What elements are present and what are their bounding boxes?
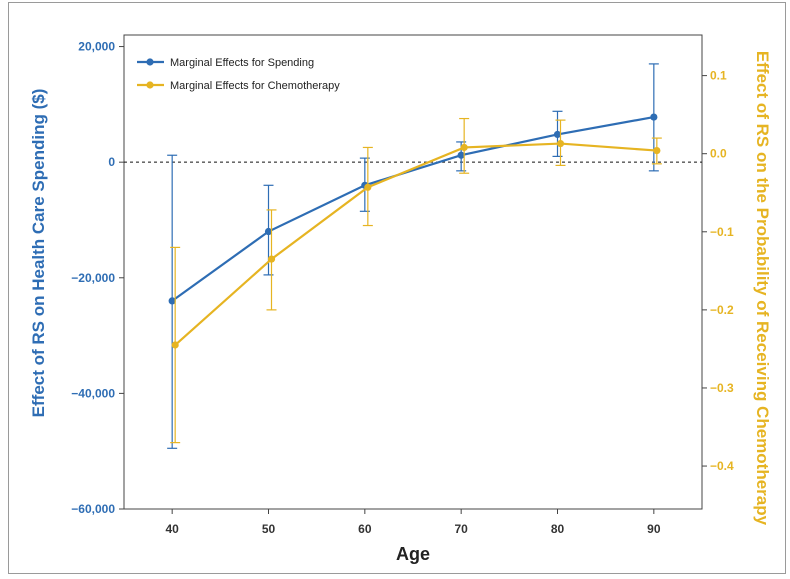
x-tick-label: 60 — [358, 522, 372, 536]
x-axis-title: Age — [396, 544, 430, 564]
data-point — [653, 146, 661, 155]
y-left-tick-label: −20,000 — [71, 271, 115, 285]
y-axis-left-title: Effect of RS on Health Care Spending ($) — [29, 89, 48, 418]
x-tick-label: 50 — [262, 522, 276, 536]
data-point — [168, 297, 176, 305]
right-y-axis: 0.1 0.0 −0.1 −0.2 −0.3 −0.4 — [702, 69, 734, 473]
y-left-tick-label: −60,000 — [71, 502, 115, 516]
data-point — [650, 113, 658, 121]
plot-border — [123, 34, 703, 510]
y-left-tick-label: 0 — [108, 155, 115, 169]
data-point — [264, 227, 273, 236]
left-y-axis: 20,000 0 −20,000 −40,000 −60,000 — [71, 40, 124, 516]
series-line — [174, 142, 657, 346]
y-right-tick-label: 0.1 — [710, 69, 727, 83]
series-chemotherapy — [170, 117, 662, 444]
legend: Marginal Effects for Spending Marginal Ef… — [137, 57, 340, 92]
series-layer — [167, 63, 662, 449]
y-axis-right-title: Effect of RS on the Probability of Recei… — [753, 51, 772, 526]
y-right-tick-label: −0.2 — [710, 303, 734, 317]
legend-swatch-marker — [146, 81, 154, 89]
data-point — [553, 130, 562, 139]
x-tick-label: 80 — [551, 522, 565, 536]
y-right-tick-label: −0.1 — [710, 225, 734, 239]
y-right-tick-label: −0.3 — [710, 381, 734, 395]
data-point — [460, 143, 468, 152]
x-axis: 40 50 60 70 80 90 — [165, 509, 661, 536]
y-right-tick-label: 0.0 — [710, 147, 727, 161]
legend-label: Marginal Effects for Spending — [170, 57, 314, 69]
data-point — [364, 183, 372, 191]
x-tick-label: 70 — [454, 522, 468, 536]
plot-area — [123, 34, 703, 510]
x-tick-label: 90 — [647, 522, 661, 536]
series-spending — [167, 63, 659, 449]
y-left-tick-label: −40,000 — [71, 386, 115, 400]
series-line — [171, 116, 655, 302]
chart-frame — [8, 2, 786, 574]
data-point — [171, 341, 179, 349]
y-left-tick-label: 20,000 — [78, 40, 115, 54]
y-right-tick-label: −0.4 — [710, 459, 734, 473]
legend-swatch-marker — [146, 58, 154, 66]
data-point — [267, 255, 276, 263]
data-point — [457, 151, 465, 159]
legend-label: Marginal Effects for Chemotherapy — [170, 80, 340, 92]
x-tick-label: 40 — [165, 522, 179, 536]
data-point — [556, 139, 565, 148]
